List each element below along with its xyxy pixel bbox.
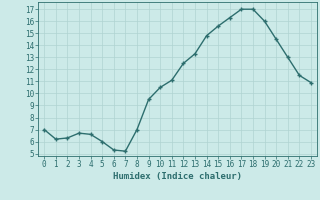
X-axis label: Humidex (Indice chaleur): Humidex (Indice chaleur) <box>113 172 242 181</box>
